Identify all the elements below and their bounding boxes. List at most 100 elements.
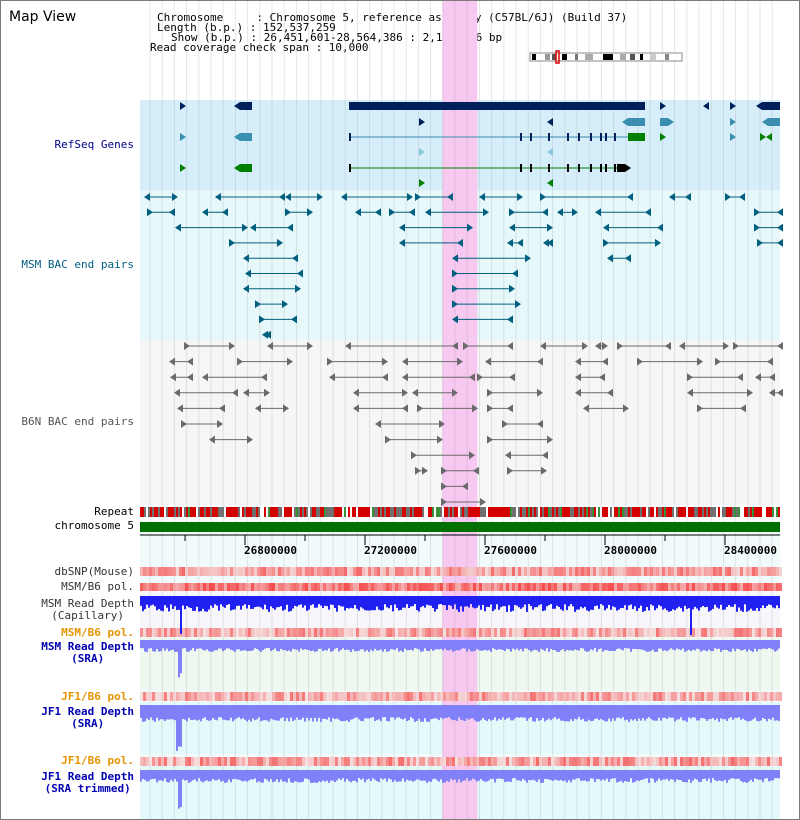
depth-bar — [326, 596, 328, 607]
heat-cell — [557, 628, 560, 637]
heat-cell — [269, 583, 272, 591]
track-label-msm-depth-capillary[interactable]: MSM Read Depth (Capillary) — [41, 597, 134, 622]
depth-bar — [690, 640, 692, 652]
depth-bar — [240, 770, 242, 781]
heat-cell — [158, 757, 161, 766]
depth-bar — [224, 770, 226, 783]
depth-bar — [772, 705, 774, 718]
heat-cell — [143, 628, 146, 637]
depth-bar — [368, 640, 370, 652]
heat-cell — [428, 757, 431, 766]
heat-cell — [251, 757, 254, 766]
repeat-element — [618, 507, 620, 517]
depth-bar — [288, 770, 290, 779]
depth-bar — [666, 770, 668, 779]
depth-bar — [722, 640, 724, 651]
track-label-jf1-pol-2[interactable]: JF1/B6 pol. — [61, 754, 134, 767]
heat-cell — [593, 567, 596, 576]
heat-cell — [659, 567, 662, 576]
heat-cell — [713, 628, 716, 637]
depth-bar — [740, 596, 742, 611]
depth-bar — [522, 770, 524, 779]
bac-end-marker — [222, 208, 228, 217]
depth-bar — [684, 770, 686, 783]
track-label-b6n-bac[interactable]: B6N BAC end pairs — [21, 415, 134, 428]
bac-end-marker — [467, 223, 473, 232]
heat-cell — [455, 583, 458, 591]
depth-bar — [326, 705, 328, 720]
bac-end-marker — [285, 208, 291, 217]
bac-end-marker — [777, 388, 783, 397]
track-label-dbsnp[interactable]: dbSNP(Mouse) — [54, 565, 134, 578]
heat-cell — [209, 567, 212, 576]
repeat-element — [544, 507, 546, 517]
heat-cell — [389, 757, 392, 766]
bac-end-marker — [457, 238, 463, 247]
bac-end-marker — [287, 357, 293, 366]
depth-bar — [572, 640, 574, 651]
depth-bar — [330, 705, 332, 722]
heat-cell — [731, 583, 734, 591]
repeat-element — [296, 507, 298, 517]
track-label-msm-depth-sra[interactable]: MSM Read Depth (SRA) — [41, 640, 134, 665]
heat-cell — [338, 692, 341, 701]
heat-cell — [410, 567, 413, 576]
heat-cell — [338, 757, 341, 766]
depth-bar — [526, 596, 528, 612]
heat-cell — [611, 567, 614, 576]
track-label-refseq[interactable]: RefSeq Genes — [54, 138, 134, 151]
depth-bar — [432, 596, 434, 609]
depth-bar — [280, 596, 282, 607]
repeat-element — [666, 507, 668, 517]
depth-bar — [704, 770, 706, 779]
heat-cell — [365, 692, 368, 701]
repeat-element — [582, 507, 584, 517]
heat-cell — [758, 583, 761, 591]
track-label-jf1-depth-trimmed[interactable]: JF1 Read Depth (SRA trimmed) — [41, 770, 134, 795]
depth-bar — [240, 640, 242, 651]
depth-bar — [716, 596, 718, 608]
depth-bar — [528, 705, 530, 719]
heat-cell — [296, 583, 299, 591]
heat-cell — [755, 628, 758, 637]
depth-bar — [200, 596, 202, 612]
depth-bar — [400, 705, 402, 719]
heat-cell — [359, 628, 362, 637]
repeat-element — [532, 507, 534, 517]
heat-cell — [260, 757, 263, 766]
depth-bar — [632, 640, 634, 649]
track-label-msm-bac[interactable]: MSM BAC end pairs — [21, 258, 134, 271]
heat-cell — [380, 583, 383, 591]
repeat-element — [152, 507, 154, 517]
repeat-element — [652, 507, 654, 517]
heat-cell — [461, 628, 464, 637]
heat-cell — [353, 628, 356, 637]
depth-bar — [192, 596, 194, 611]
heat-cell — [566, 757, 569, 766]
depth-bar — [658, 705, 660, 718]
depth-bar — [162, 640, 164, 649]
repeat-element — [434, 507, 436, 517]
heat-cell — [356, 692, 359, 701]
track-label-msm-pol-2[interactable]: MSM/B6 pol. — [61, 626, 134, 639]
heat-cell — [359, 692, 362, 701]
heat-cell — [671, 692, 674, 701]
repeat-element — [634, 507, 636, 517]
track-label-jf1-depth-sra[interactable]: JF1 Read Depth (SRA) — [41, 705, 134, 730]
track-label-msm-pol[interactable]: MSM/B6 pol. — [61, 580, 134, 593]
depth-bar — [242, 640, 244, 651]
heat-cell — [590, 628, 593, 637]
depth-bar — [184, 640, 186, 649]
gene-exon — [567, 164, 569, 172]
ideogram-band — [532, 54, 536, 60]
heat-cell — [218, 567, 221, 576]
heat-cell — [239, 567, 242, 576]
track-label-jf1-pol[interactable]: JF1/B6 pol. — [61, 690, 134, 703]
depth-bar — [774, 770, 776, 779]
depth-bar — [640, 640, 642, 650]
heat-cell — [674, 583, 677, 591]
depth-bar — [674, 705, 676, 722]
heat-cell — [326, 692, 329, 701]
bac-end-marker — [767, 357, 773, 366]
